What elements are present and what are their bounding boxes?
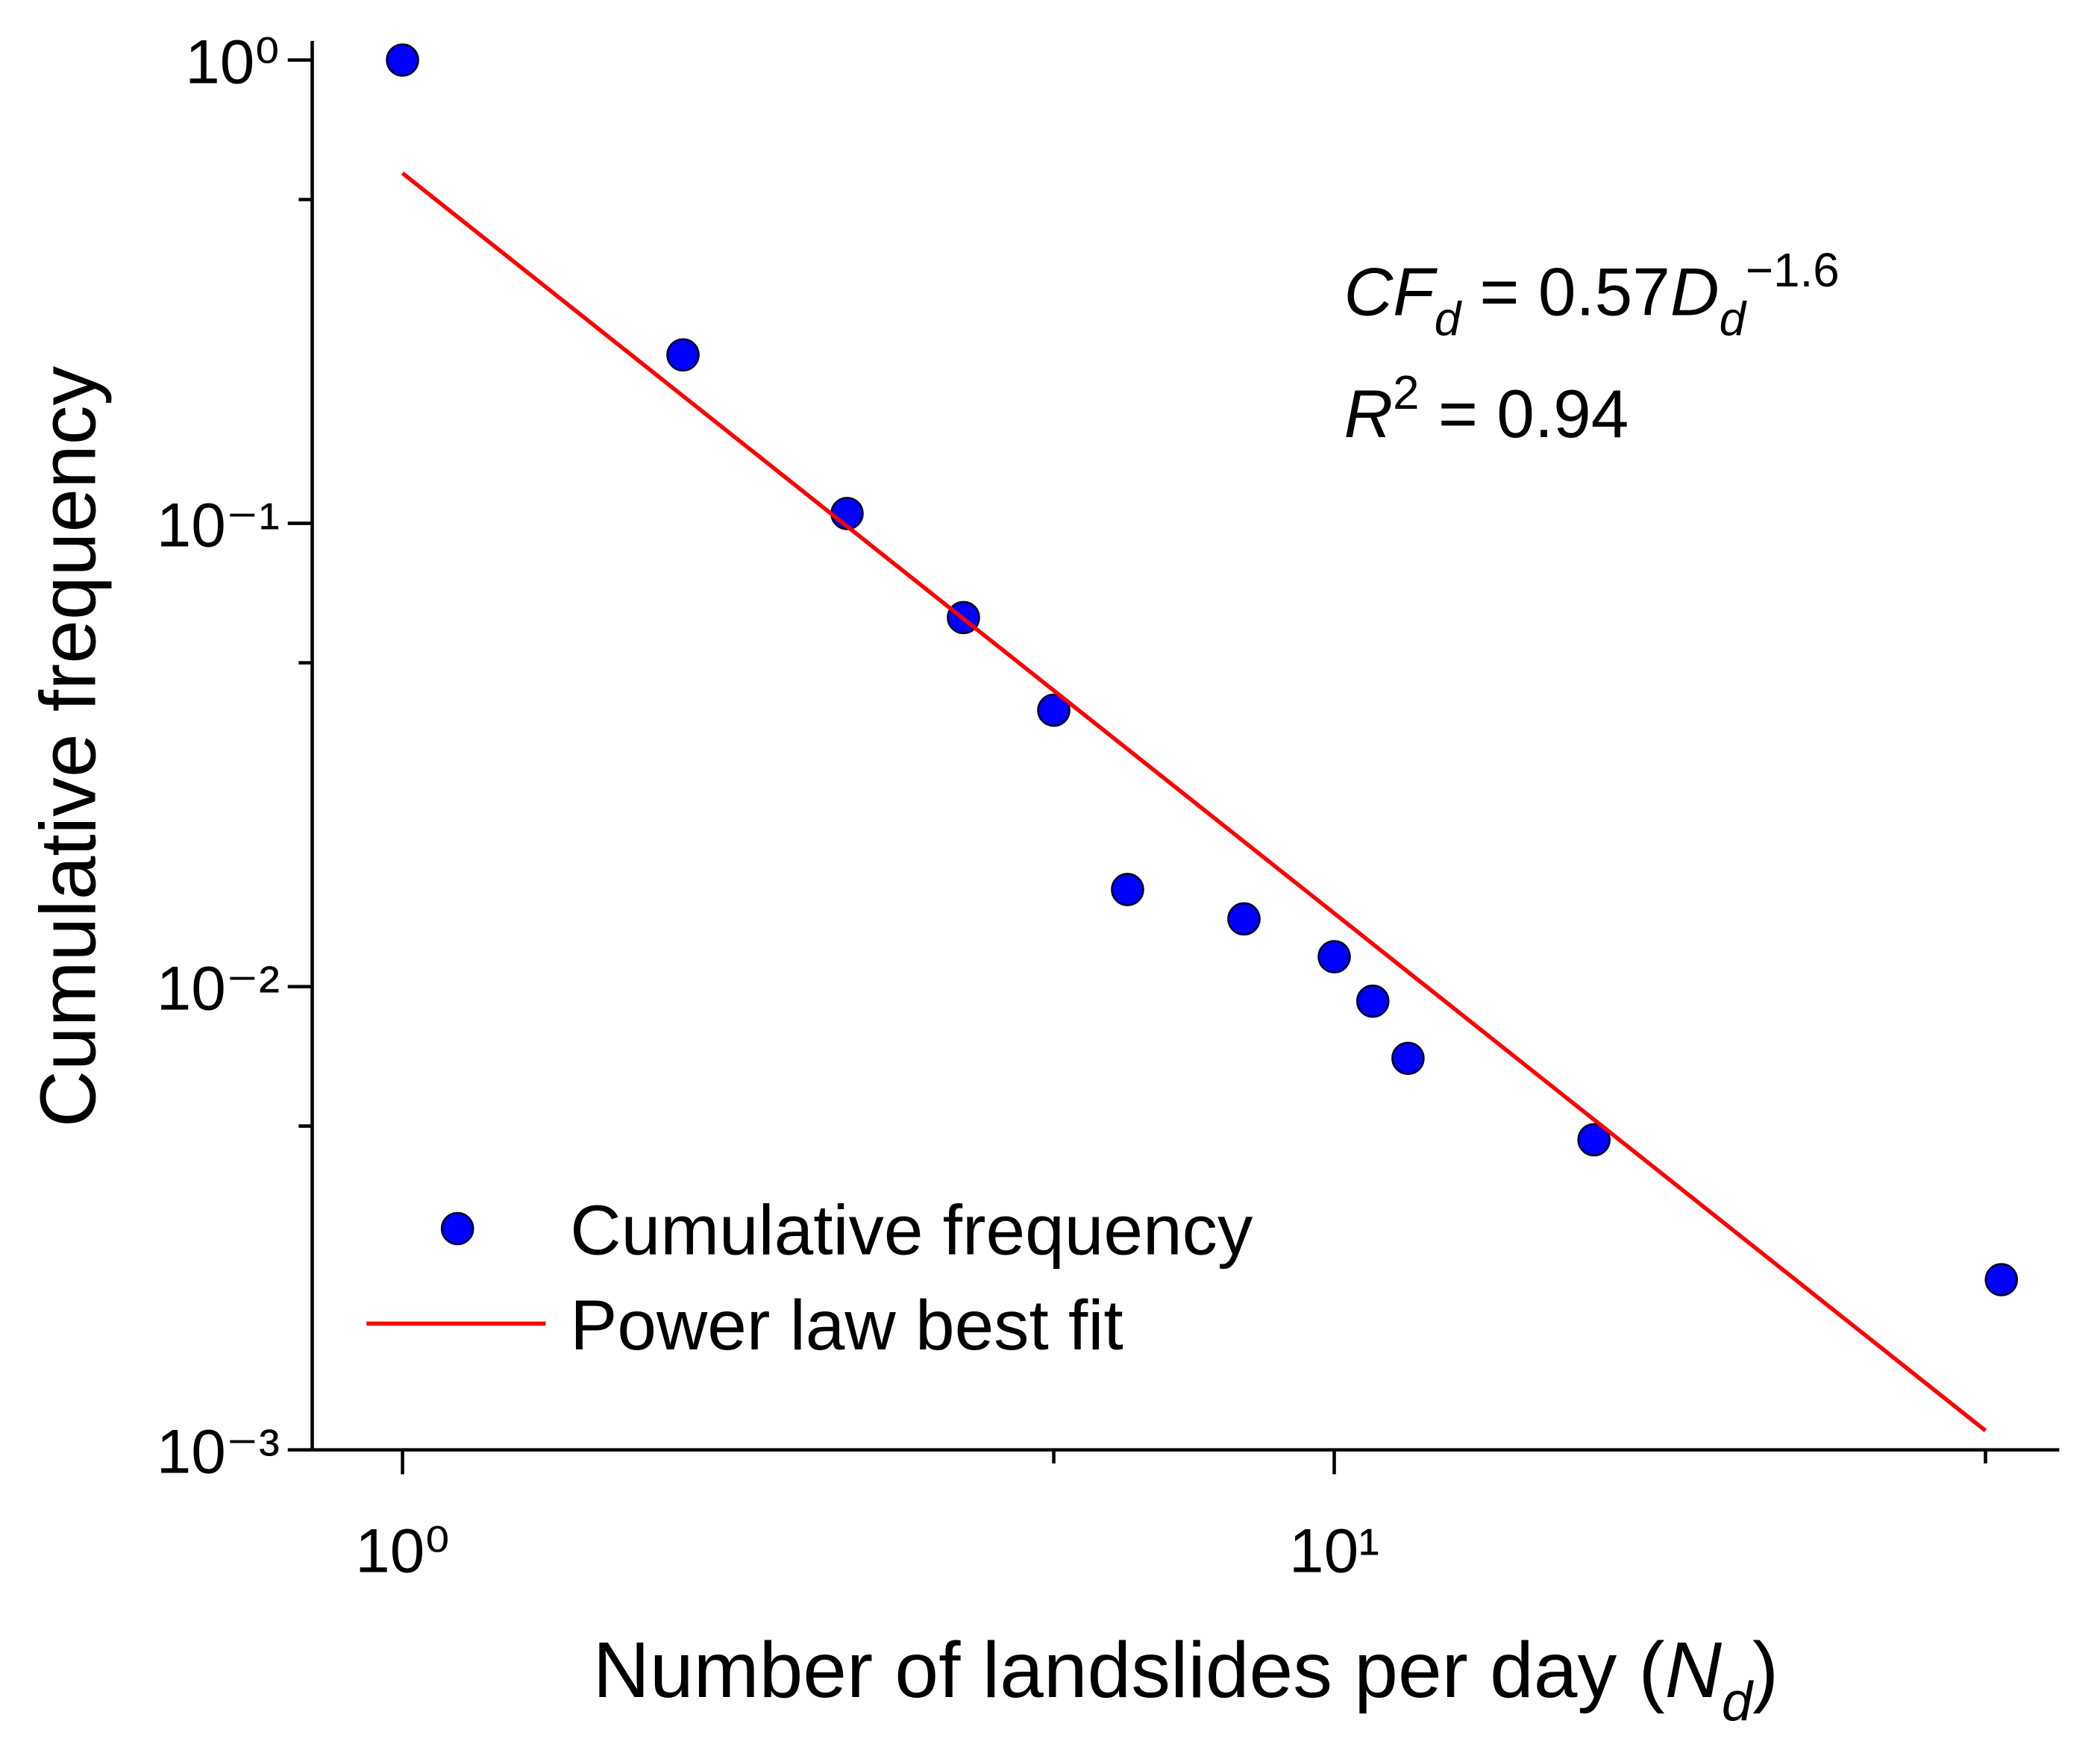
text-part: N xyxy=(1665,1626,1723,1714)
point xyxy=(1577,1123,1611,1157)
point xyxy=(1391,1041,1425,1076)
legend-label: Power law best fit xyxy=(570,1286,1123,1365)
point xyxy=(1355,984,1390,1018)
annotation: CFd = 0.57Dd−1.6 xyxy=(1344,244,1839,346)
y-tick-label: 10⁻¹ xyxy=(157,489,280,559)
text-part: 2 xyxy=(1393,366,1419,419)
x-tick-label: 10⁰ xyxy=(355,1515,450,1585)
text-part: d xyxy=(1722,1670,1755,1732)
fit-line xyxy=(401,172,1987,1433)
legend-marker xyxy=(440,1211,474,1246)
text-part: R xyxy=(1344,377,1393,452)
y-axis-label: Cumulative frequency xyxy=(24,366,112,1128)
point xyxy=(1037,693,1071,727)
y-tick-label: 10⁰ xyxy=(185,26,280,96)
text-part: −1.6 xyxy=(1746,244,1840,297)
text-part: Number of landslides per day ( xyxy=(593,1626,1665,1714)
point xyxy=(386,43,419,77)
annotation: R2 = 0.94 xyxy=(1344,366,1629,452)
text-part: = 0.57 xyxy=(1461,254,1670,330)
x-axis-label: Number of landslides per day (Nd) xyxy=(593,1626,1778,1733)
text-part: = 0.94 xyxy=(1420,377,1629,452)
text-part: ) xyxy=(1752,1626,1778,1714)
y-tick-label: 10⁻² xyxy=(157,953,280,1023)
point xyxy=(1227,902,1261,936)
point xyxy=(1984,1263,2019,1296)
text-part: CF xyxy=(1344,254,1438,330)
text-part: d xyxy=(1720,293,1748,346)
point xyxy=(1111,873,1144,906)
x-tick-label: 10¹ xyxy=(1289,1515,1379,1585)
text-part: d xyxy=(1435,293,1463,346)
legend-label: Cumulative frequency xyxy=(570,1191,1253,1270)
point xyxy=(1317,940,1351,973)
point xyxy=(666,338,700,372)
y-tick-label: 10⁻³ xyxy=(157,1417,280,1487)
text-part: D xyxy=(1670,254,1720,330)
